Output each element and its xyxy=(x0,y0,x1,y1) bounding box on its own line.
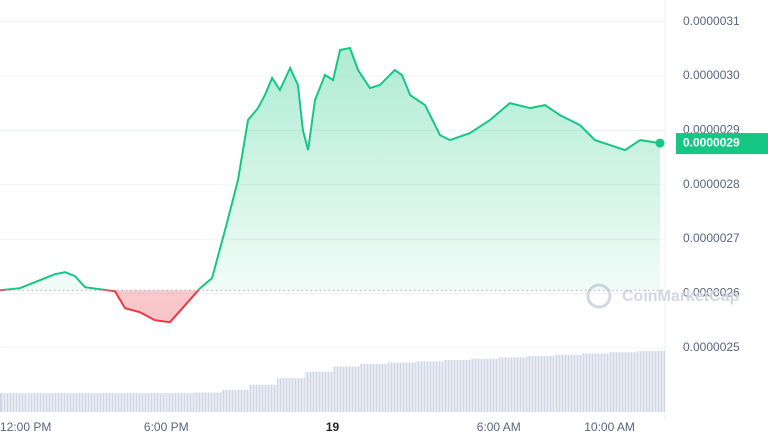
volume-bar xyxy=(332,366,361,412)
volume-bar xyxy=(554,354,582,412)
volume-bar xyxy=(249,384,278,412)
last-point xyxy=(655,138,665,148)
current-price-box xyxy=(676,133,768,155)
x-tick-label: 6:00 PM xyxy=(144,420,189,434)
volume-bar xyxy=(443,360,472,412)
volume-bar xyxy=(360,363,388,412)
watermark: CoinMarketCap xyxy=(622,288,740,305)
y-tick-label: 0.0000030 xyxy=(683,68,740,82)
area-up xyxy=(0,48,661,291)
x-tick-label: 12:00 PM xyxy=(0,420,51,434)
y-tick-label: 0.0000025 xyxy=(683,340,740,354)
volume-bar xyxy=(110,393,139,412)
volume-bar xyxy=(221,389,250,412)
x-tick-label: 6:00 AM xyxy=(477,420,521,434)
current-price-label: 0.0000029 xyxy=(683,136,740,150)
y-tick-label: 0.0000028 xyxy=(683,177,740,191)
y-tick-label: 0.0000026 xyxy=(683,286,740,300)
volume-bar xyxy=(581,353,610,412)
y-tick-label: 0.0000031 xyxy=(683,14,740,28)
volume-bar xyxy=(471,358,499,412)
x-tick-label: 19 xyxy=(326,420,340,434)
area-down xyxy=(0,290,661,323)
y-tick-label: 0.0000027 xyxy=(683,231,740,245)
x-tick-label: 10:00 AM xyxy=(584,420,635,434)
price-line xyxy=(0,46,661,291)
price-line-down xyxy=(0,290,200,324)
